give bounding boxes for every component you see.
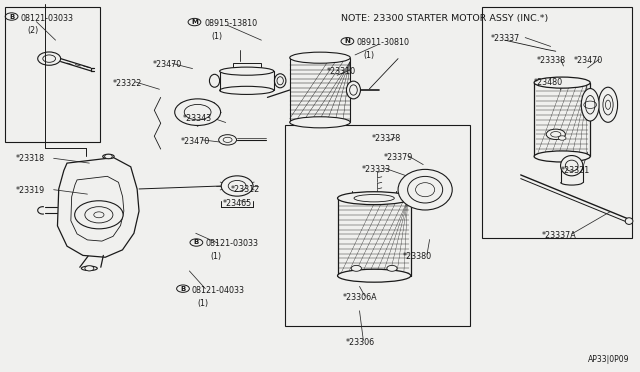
Text: *23321: *23321: [561, 166, 590, 174]
Text: *23319: *23319: [15, 186, 45, 195]
Text: (1): (1): [364, 51, 374, 60]
Text: *23338: *23338: [537, 56, 566, 65]
Circle shape: [558, 136, 566, 140]
Text: *23322: *23322: [113, 79, 142, 88]
Circle shape: [104, 154, 112, 159]
Text: AP33|0P09: AP33|0P09: [588, 355, 629, 364]
Text: *23378: *23378: [372, 134, 401, 143]
Bar: [233, 62, 260, 73]
Text: N: N: [344, 38, 350, 44]
Circle shape: [387, 265, 397, 271]
Ellipse shape: [561, 155, 583, 176]
Text: *23470: *23470: [153, 60, 182, 70]
Text: B: B: [9, 13, 14, 19]
Text: (1): (1): [212, 32, 223, 41]
Ellipse shape: [598, 87, 618, 122]
Text: *23343: *23343: [183, 114, 212, 123]
Text: 08121-03033: 08121-03033: [205, 240, 259, 248]
Text: (2): (2): [27, 26, 38, 35]
Circle shape: [351, 265, 362, 271]
Text: (1): (1): [211, 252, 221, 262]
Text: *23312: *23312: [231, 185, 260, 194]
Text: 08915-13810: 08915-13810: [204, 19, 257, 28]
Circle shape: [85, 266, 94, 271]
Ellipse shape: [81, 266, 97, 270]
Ellipse shape: [220, 67, 274, 75]
Ellipse shape: [337, 192, 411, 205]
Ellipse shape: [290, 52, 350, 63]
Ellipse shape: [102, 154, 114, 159]
Circle shape: [75, 201, 123, 229]
Ellipse shape: [581, 89, 599, 121]
Ellipse shape: [346, 81, 360, 99]
Ellipse shape: [398, 169, 452, 210]
Bar: [483, 7, 632, 238]
Text: *23480: *23480: [534, 78, 563, 87]
Ellipse shape: [175, 99, 221, 125]
Text: B: B: [180, 286, 186, 292]
Text: B: B: [194, 240, 199, 246]
Text: *23379: *23379: [384, 153, 413, 162]
Text: *23310: *23310: [326, 67, 355, 76]
Ellipse shape: [221, 176, 253, 196]
Text: *23465: *23465: [223, 199, 252, 208]
Ellipse shape: [337, 269, 411, 282]
Ellipse shape: [546, 129, 565, 140]
Text: *23470: *23470: [181, 137, 211, 146]
Text: *23318: *23318: [15, 154, 45, 163]
Text: *23337: *23337: [491, 34, 520, 43]
Circle shape: [219, 135, 237, 145]
Ellipse shape: [534, 151, 590, 162]
Ellipse shape: [290, 117, 350, 128]
Ellipse shape: [534, 77, 590, 88]
Ellipse shape: [625, 218, 633, 224]
Text: *23306: *23306: [346, 339, 374, 347]
Bar: [4, 7, 100, 142]
Text: 08911-30810: 08911-30810: [357, 38, 410, 47]
Text: 08121-04033: 08121-04033: [191, 286, 244, 295]
Text: *23333: *23333: [362, 165, 390, 174]
Bar: [285, 125, 470, 326]
Text: 08121-03033: 08121-03033: [20, 13, 74, 22]
Text: *23306A: *23306A: [342, 293, 377, 302]
Text: *23470: *23470: [573, 56, 603, 65]
Text: *23380: *23380: [403, 251, 432, 261]
Text: (1): (1): [198, 299, 209, 308]
Text: *23337A: *23337A: [541, 231, 577, 240]
Text: M: M: [191, 19, 198, 25]
Text: NOTE: 23300 STARTER MOTOR ASSY (INC.*): NOTE: 23300 STARTER MOTOR ASSY (INC.*): [340, 14, 548, 23]
